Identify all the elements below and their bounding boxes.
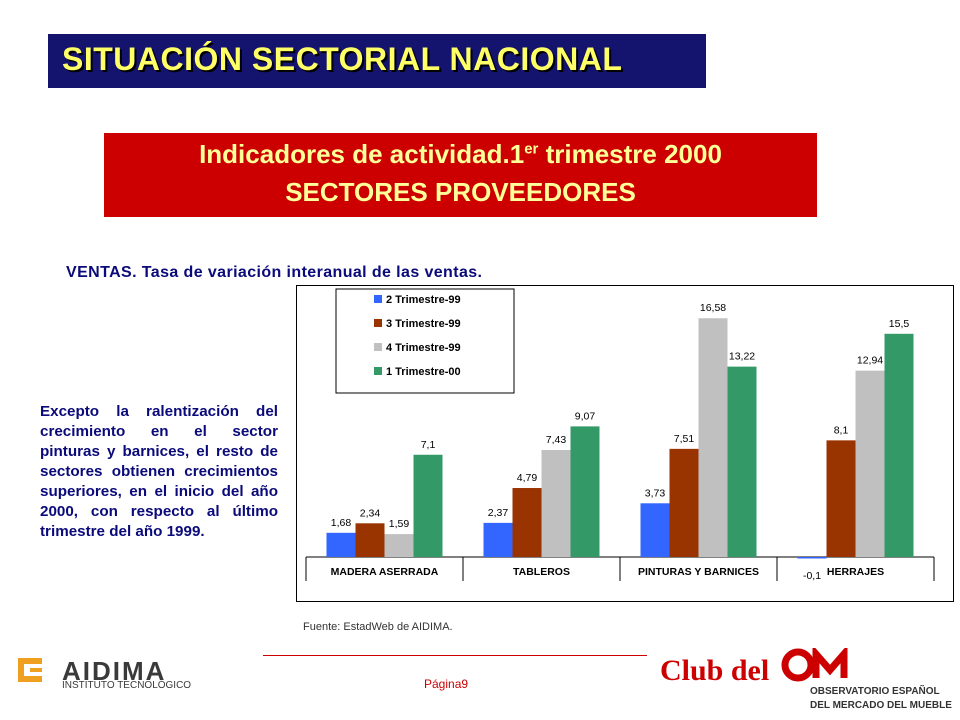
aidima-subtitle: INSTITUTO TECNOLÓGICO [62, 680, 192, 691]
bar [797, 557, 827, 559]
commentary-text: Excepto la ralentización del crecimiento… [40, 403, 278, 540]
bar [640, 503, 670, 557]
subtitle-banner: Indicadores de actividad.1er trimestre 2… [104, 133, 817, 217]
bar-value-label: 12,94 [857, 355, 883, 367]
bar [669, 448, 699, 557]
bar [413, 454, 443, 557]
subtitle-superscript: er [524, 140, 539, 158]
bar-value-label: 7,51 [674, 433, 695, 445]
bar [512, 488, 542, 557]
category-label: HERRAJES [827, 566, 884, 578]
chart-container: 1,68 2,34 1,59 7,1 MADERA ASERRADA 2,37 4,79 7,… [296, 285, 954, 602]
bar [727, 366, 757, 557]
aidima-logo-icon [18, 658, 42, 682]
observatory-line-1: OBSERVATORIO ESPAÑOL [810, 686, 940, 697]
bar [884, 333, 914, 557]
page-number: Página9 [424, 677, 469, 691]
bar-value-label: -0,1 [803, 570, 821, 582]
bar [855, 370, 885, 557]
title-banner: SITUACIÓN SECTORIAL NACIONAL [48, 34, 706, 88]
bar-value-label: 8,1 [834, 424, 849, 436]
bar [355, 523, 385, 557]
om-logo-icon [781, 648, 848, 682]
bar-value-label: 2,37 [488, 507, 509, 519]
bar [570, 426, 600, 557]
bar [826, 440, 856, 557]
chart-legend [335, 288, 515, 394]
bar-value-label: 13,22 [729, 351, 755, 363]
bar [326, 532, 356, 557]
bar [698, 318, 728, 557]
legend-label: 1 Trimestre-00 [386, 366, 461, 378]
bar [483, 522, 513, 557]
legend-swatch [374, 367, 382, 375]
subtitle-line-2: SECTORES PROVEEDORES [285, 177, 636, 207]
subtitle-main: Indicadores de actividad.1 [199, 139, 525, 169]
bar-value-label: 3,73 [645, 487, 666, 499]
category-label: MADERA ASERRADA [331, 566, 439, 578]
footer-divider [263, 655, 647, 656]
bar-value-label: 1,59 [389, 518, 410, 530]
bar-value-label: 9,07 [575, 410, 596, 422]
bar-value-label: 4,79 [517, 472, 538, 484]
legend-swatch [374, 319, 382, 327]
legend-label: 4 Trimestre-99 [386, 342, 461, 354]
source-note: Fuente: EstadWeb de AIDIMA. [303, 621, 453, 633]
page-title: SITUACIÓN SECTORIAL NACIONAL [62, 41, 623, 77]
subtitle-line-1: Indicadores de actividad.1er trimestre 2… [104, 139, 817, 170]
bar-value-label: 16,58 [700, 302, 726, 314]
bar-value-label: 1,68 [331, 517, 352, 529]
legend-swatch [374, 295, 382, 303]
category-label: TABLEROS [513, 566, 570, 578]
bar-value-label: 7,1 [421, 439, 436, 451]
club-label: Club del [660, 654, 770, 687]
bar [384, 534, 414, 557]
sales-variation-chart: 1,68 2,34 1,59 7,1 MADERA ASERRADA 2,37 4,79 7,… [296, 285, 954, 602]
category-label: PINTURAS Y BARNICES [638, 566, 759, 578]
bar [541, 450, 571, 557]
chart-heading: VENTAS. Tasa de variación interanual de … [66, 264, 483, 281]
legend-label: 3 Trimestre-99 [386, 318, 461, 330]
bar-value-label: 7,43 [546, 434, 567, 446]
bar-value-label: 15,5 [889, 318, 910, 330]
legend-swatch [374, 343, 382, 351]
subtitle-rest: trimestre 2000 [538, 139, 722, 169]
bar-value-label: 2,34 [360, 507, 381, 519]
observatory-line-2: DEL MERCADO DEL MUEBLE [810, 700, 952, 711]
aidima-name: AIDIMA [62, 656, 167, 686]
legend-label: 2 Trimestre-99 [386, 294, 461, 306]
